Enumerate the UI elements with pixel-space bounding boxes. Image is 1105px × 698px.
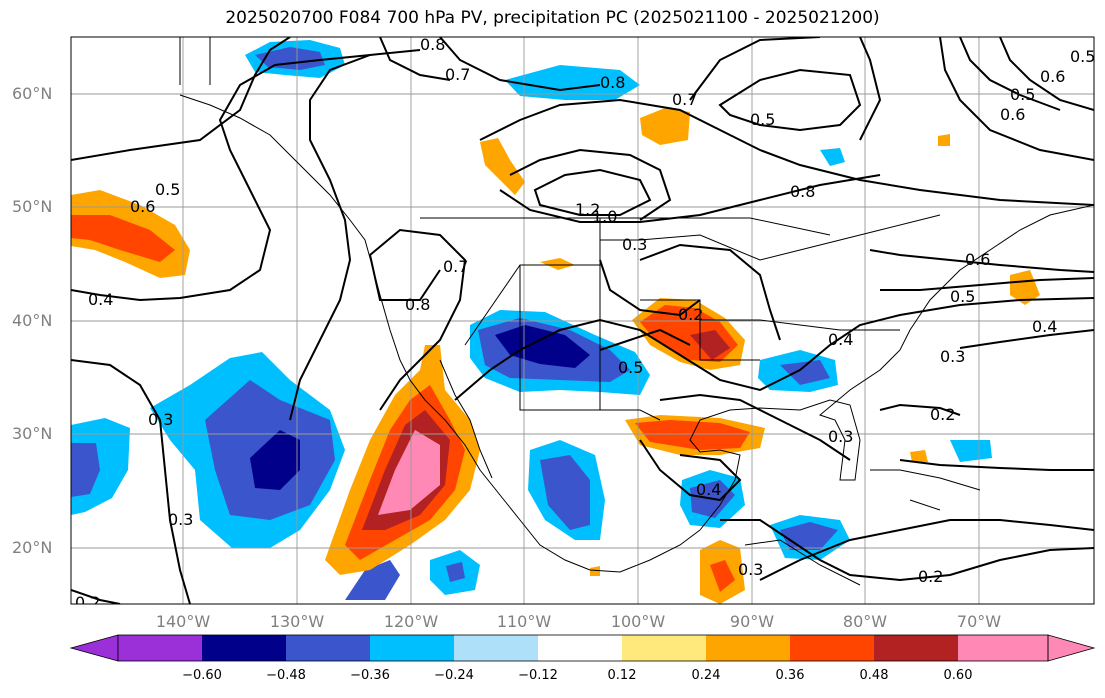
lat-label: 20°N: [12, 538, 53, 557]
contour-label: 0.5: [1070, 47, 1095, 66]
contour-label: 0.2: [930, 405, 955, 424]
contour-label: 1.2: [575, 200, 600, 219]
colorbar-tick-label: −0.12: [518, 668, 558, 683]
lon-label: 110°W: [496, 612, 552, 631]
colorbar-tick-label: −0.60: [182, 668, 222, 683]
contour-label: 0.6: [1000, 105, 1025, 124]
contour-label: 0.3: [738, 560, 763, 579]
contour-label: 0.7: [672, 90, 697, 109]
contour-label: 0.4: [1032, 317, 1057, 336]
colorbar: [69, 634, 1096, 662]
contour-label: 0.6: [965, 250, 990, 269]
contour-label: 0.3: [148, 410, 173, 429]
contour-label: 0.5: [1010, 85, 1035, 104]
colorbar-extend-high: [1047, 634, 1096, 662]
contour-label: 0.4: [696, 480, 721, 499]
lon-label: 130°W: [269, 612, 325, 631]
contour-label: 0.7: [443, 257, 468, 276]
lon-label: 80°W: [842, 612, 888, 631]
contour-label: 1.0: [592, 207, 617, 226]
colorbar-tick-label: 0.48: [859, 668, 889, 683]
contour-labels: 0.8 0.7 0.8 0.5 0.7 0.5 0.6 0.5 0.6 0.5 …: [75, 35, 1095, 612]
contour-label: 0.4: [88, 290, 113, 309]
lon-label: 140°W: [155, 612, 211, 631]
contour-label: 0.2: [75, 593, 100, 612]
pv-contours: [71, 37, 1094, 604]
contour-label: 0.6: [1040, 67, 1065, 86]
contour-label: 0.6: [130, 197, 155, 216]
contour-label: 0.5: [155, 180, 180, 199]
contour-label: 0.8: [790, 182, 815, 201]
contour-label: 0.3: [828, 427, 853, 446]
colorbar-tick-label: 0.36: [775, 668, 805, 683]
lat-label: 40°N: [12, 311, 53, 330]
colorbar-tick-label: 0.60: [943, 668, 973, 683]
contour-label: 0.8: [420, 35, 445, 54]
contour-label: 0.2: [918, 567, 943, 586]
graticule: [71, 37, 1094, 604]
map-frame: [70, 36, 1095, 605]
lat-label: 60°N: [12, 84, 53, 103]
map-title: 2025020700 F084 700 hPa PV, precipitatio…: [225, 8, 880, 28]
contour-label: 0.4: [828, 330, 853, 349]
contour-label: 0.2: [678, 305, 703, 324]
colorbar-tick-label: −0.48: [266, 668, 306, 683]
colorbar-tick-label: 0.24: [691, 668, 721, 683]
contour-label: 0.5: [750, 110, 775, 129]
coastlines: [179, 37, 1094, 586]
lon-label: 120°W: [383, 612, 439, 631]
contour-label: 0.5: [950, 287, 975, 306]
colorbar-tick-label: −0.24: [434, 668, 474, 683]
map-area: 0.8 0.7 0.8 0.5 0.7 0.5 0.6 0.5 0.6 0.5 …: [71, 35, 1095, 612]
lon-label: 70°W: [956, 612, 1002, 631]
contour-label: 0.5: [618, 358, 643, 377]
contour-label: 0.3: [622, 235, 647, 254]
colorbar-extend-low: [69, 634, 119, 662]
contour-label: 0.3: [168, 510, 193, 529]
contour-label: 0.7: [445, 65, 470, 84]
lat-label: 30°N: [12, 424, 53, 443]
lon-label: 100°W: [610, 612, 666, 631]
contour-label: 0.8: [405, 295, 430, 314]
contour-label: 0.3: [940, 347, 965, 366]
colorbar-tick-label: 0.12: [607, 668, 637, 683]
shaded-field-positive: [71, 108, 1040, 604]
colorbar-tick-label: −0.36: [350, 668, 390, 683]
lat-label: 50°N: [12, 197, 53, 216]
lon-label: 90°W: [729, 612, 775, 631]
shaded-field-negative: [71, 40, 992, 600]
contour-label: 0.8: [600, 73, 625, 92]
